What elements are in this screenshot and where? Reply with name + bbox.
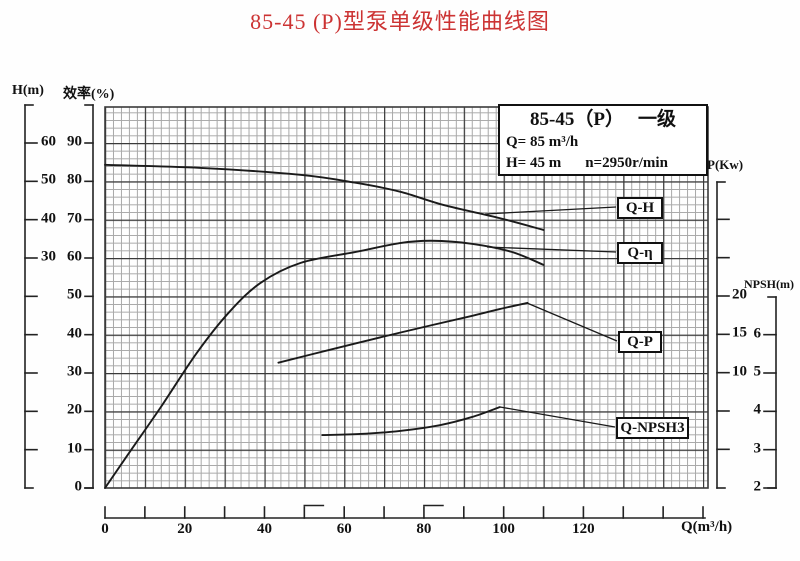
curve-label-qp: Q-P: [618, 331, 662, 353]
q-axis-tick-label: 120: [572, 521, 595, 537]
q-axis: [104, 504, 706, 519]
qeta-leader-line: [486, 246, 617, 253]
npsh-axis-bracket: [763, 296, 777, 489]
efficiency-axis-tick-label: 70: [67, 210, 82, 227]
efficiency-axis-tick-label: 10: [67, 440, 82, 457]
npsh-axis-tick-label: 4: [753, 401, 762, 418]
q-axis-tick-label: 0: [101, 521, 109, 537]
efficiency-axis-bracket: [84, 104, 94, 489]
efficiency-axis-tick-label: 50: [67, 286, 82, 303]
h-axis-tick-label: 60: [41, 133, 56, 150]
page-title: 85-45 (P)型泵单级性能曲线图: [250, 9, 550, 34]
legend-h: H= 45 m: [506, 155, 562, 171]
efficiency-axis-tick-label: 0: [74, 478, 83, 495]
legend-stage: 一级: [637, 109, 676, 130]
efficiency-axis-tick-label: 80: [67, 171, 82, 188]
efficiency-axis-tick-label: 40: [67, 325, 82, 342]
curve-label-qh: Q-H: [617, 197, 663, 219]
q-axis-tick-label: 40: [256, 521, 272, 537]
qp-leader-line: [526, 302, 618, 342]
p-axis-tick-label: 15: [732, 324, 747, 341]
efficiency-axis-tick-label: 30: [67, 363, 82, 380]
q-axis-tick-label: 20: [177, 521, 193, 537]
qeta-curve: [104, 239, 545, 489]
legend-n: n=2950r/min: [585, 155, 668, 171]
curve-label-qeta: Q-η: [617, 242, 663, 264]
qh-curve: [104, 163, 545, 231]
p-axis-title: P(Kw): [707, 157, 744, 172]
npsh-axis-tick-label: 3: [753, 440, 762, 457]
npsh-axis-title: NPSH(m): [744, 277, 794, 291]
h-axis-tick-label: 30: [41, 248, 56, 265]
efficiency-axis-tick-label: 90: [67, 133, 82, 150]
h-axis-tick-label: 50: [41, 171, 56, 188]
qh-leader-line: [484, 206, 617, 215]
npsh-axis-tick-label: 6: [753, 325, 762, 342]
grid-border: [104, 106, 709, 489]
qnpsh-leader-line: [499, 406, 616, 428]
legend-model-line: 85-45（P） 一级: [506, 108, 700, 132]
legend-h-n-line: H= 45 m n=2950r/min: [506, 153, 700, 174]
h-axis-bracket: [24, 104, 38, 489]
efficiency-axis-title: 效率(%): [63, 87, 115, 102]
npsh-axis-tick-label: 5: [753, 363, 762, 380]
legend-q-line: Q= 85 m³/h: [506, 134, 579, 150]
npsh-axis-tick-label: 2: [753, 478, 762, 495]
efficiency-axis-tick-label: 20: [67, 401, 82, 418]
p-axis-bracket: [716, 181, 730, 489]
efficiency-axis-tick-label: 60: [67, 248, 82, 265]
q-axis-tick-label: 80: [416, 521, 432, 537]
p-axis-tick-label: 10: [732, 363, 747, 380]
p-axis-tick-label: 20: [732, 286, 747, 303]
h-axis-tick-label: 40: [41, 210, 56, 227]
legend-box: 85-45（P） 一级 Q= 85 m³/h H= 45 m n=2950r/min: [498, 104, 708, 176]
q-axis-tick-label: 60: [336, 521, 352, 537]
q-axis-title: Q(m³/h): [681, 519, 733, 535]
legend-model: 85-45（P）: [530, 109, 624, 130]
qnpsh-curve: [321, 406, 501, 437]
curve-label-qnpsh: Q-NPSH3: [616, 417, 689, 439]
q-axis-tick-label: 100: [492, 521, 515, 537]
qp-curve: [277, 301, 529, 364]
h-axis-title: H(m): [12, 83, 44, 98]
